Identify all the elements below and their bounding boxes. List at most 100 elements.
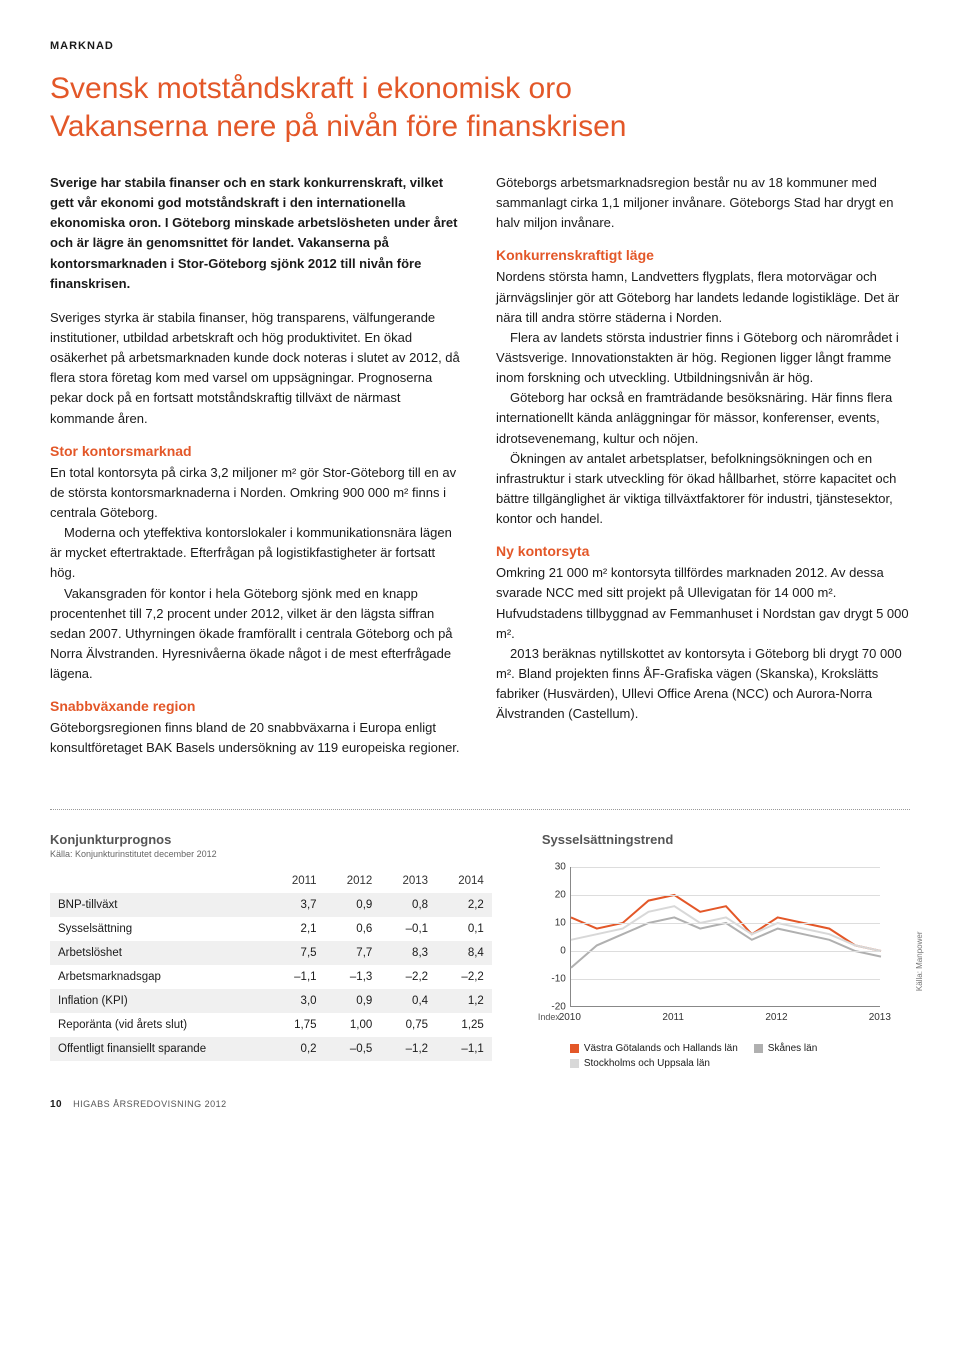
table-row: BNP-tillväxt3,70,90,82,2 bbox=[50, 893, 492, 917]
title-line-1: Svensk motståndskraft i ekonomisk oro bbox=[50, 72, 572, 105]
chart-index-label: Index bbox=[538, 1012, 560, 1022]
table-cell: 1,2 bbox=[436, 989, 492, 1013]
subheading-stor-kontorsmarknad: Stor kontorsmarknad bbox=[50, 443, 464, 459]
legend-label: Stockholms och Uppsala län bbox=[584, 1058, 710, 1069]
divider bbox=[50, 809, 910, 810]
table-cell: 0,9 bbox=[325, 893, 381, 917]
body-columns: Sverige har stabila finanser och en star… bbox=[50, 173, 910, 773]
table-cell: 3,0 bbox=[270, 989, 325, 1013]
y-tick-label: 20 bbox=[555, 889, 566, 900]
table-row: Reporänta (vid årets slut)1,751,000,751,… bbox=[50, 1013, 492, 1037]
y-tick-label: 10 bbox=[555, 917, 566, 928]
chart-plot-area bbox=[570, 867, 880, 1007]
table-row: Offentligt finansiellt sparande0,2–0,5–1… bbox=[50, 1037, 492, 1061]
table-cell: –2,2 bbox=[436, 965, 492, 989]
table-cell: –1,1 bbox=[270, 965, 325, 989]
y-tick-label: -20 bbox=[551, 1001, 565, 1012]
konjunkturprognos-table: 2011201220132014 BNP-tillväxt3,70,90,82,… bbox=[50, 869, 492, 1061]
legend-item: Stockholms och Uppsala län bbox=[570, 1058, 710, 1069]
table-header-cell: 2013 bbox=[380, 869, 436, 893]
table-cell: 0,75 bbox=[380, 1013, 436, 1037]
legend-swatch bbox=[570, 1044, 579, 1053]
chart-series-line bbox=[571, 906, 881, 951]
table-cell: 2,2 bbox=[436, 893, 492, 917]
table-header-cell bbox=[50, 869, 270, 893]
table-row: Arbetsmarknadsgap–1,1–1,3–2,2–2,2 bbox=[50, 965, 492, 989]
legend-label: Skånes län bbox=[768, 1043, 817, 1054]
table-heading: Konjunkturprognos bbox=[50, 832, 492, 847]
table-cell: –1,3 bbox=[325, 965, 381, 989]
table-cell: 8,3 bbox=[380, 941, 436, 965]
table-header-cell: 2012 bbox=[325, 869, 381, 893]
body-paragraph: 2013 beräknas nytillskottet av kontorsyt… bbox=[496, 644, 910, 725]
table-row: Inflation (KPI)3,00,90,41,2 bbox=[50, 989, 492, 1013]
table-cell: –1,2 bbox=[380, 1037, 436, 1061]
body-paragraph: Göteborg har också en framträdande besök… bbox=[496, 388, 910, 448]
body-paragraph: Omkring 21 000 m² kontorsyta tillfördes … bbox=[496, 563, 910, 644]
body-paragraph: Flera av landets största industrier finn… bbox=[496, 328, 910, 388]
legend-item: Skånes län bbox=[754, 1043, 817, 1054]
body-paragraph: En total kontorsyta på cirka 3,2 miljone… bbox=[50, 463, 464, 523]
table-cell: –0,1 bbox=[380, 917, 436, 941]
title-line-2: Vakanserna nere på nivån före finanskris… bbox=[50, 110, 626, 143]
x-tick-label: 2012 bbox=[765, 1012, 787, 1023]
left-column: Sverige har stabila finanser och en star… bbox=[50, 173, 464, 773]
chart-lines bbox=[571, 867, 881, 1007]
table-cell: 2,1 bbox=[270, 917, 325, 941]
table-cell: Inflation (KPI) bbox=[50, 989, 270, 1013]
bottom-row: Konjunkturprognos Källa: Konjunkturinsti… bbox=[50, 832, 910, 1069]
table-block: Konjunkturprognos Källa: Konjunkturinsti… bbox=[50, 832, 492, 1069]
lead-paragraph: Sverige har stabila finanser och en star… bbox=[50, 173, 464, 294]
chart-y-axis: 3020100-10-20 bbox=[538, 867, 566, 1007]
table-cell: Sysselsättning bbox=[50, 917, 270, 941]
body-paragraph: Göteborgsregionen finns bland de 20 snab… bbox=[50, 718, 464, 758]
x-tick-label: 2011 bbox=[662, 1012, 684, 1023]
table-cell: 7,7 bbox=[325, 941, 381, 965]
chart-legend: Västra Götalands och Hallands län Skånes … bbox=[542, 1043, 910, 1069]
chart-heading: Sysselsättningstrend bbox=[542, 832, 910, 847]
table-cell: 1,25 bbox=[436, 1013, 492, 1037]
y-tick-label: 0 bbox=[560, 945, 566, 956]
page-number: 10 bbox=[50, 1099, 62, 1110]
x-tick-label: 2010 bbox=[559, 1012, 581, 1023]
table-cell: 0,6 bbox=[325, 917, 381, 941]
chart-block: Sysselsättningstrend 3020100-10-20 20102… bbox=[542, 832, 910, 1069]
legend-label: Västra Götalands och Hallands län bbox=[584, 1043, 738, 1054]
table-cell: BNP-tillväxt bbox=[50, 893, 270, 917]
body-paragraph: Sveriges styrka är stabila finanser, hög… bbox=[50, 308, 464, 429]
body-paragraph: Moderna och yteffektiva kontorslokaler i… bbox=[50, 523, 464, 583]
x-tick-label: 2013 bbox=[869, 1012, 891, 1023]
table-row: Sysselsättning2,10,6–0,10,1 bbox=[50, 917, 492, 941]
page-footer: 10 HIGABS ÅRSREDOVISNING 2012 bbox=[50, 1099, 910, 1110]
table-source: Källa: Konjunkturinstitutet december 201… bbox=[50, 849, 492, 859]
footer-text: HIGABS ÅRSREDOVISNING 2012 bbox=[73, 1099, 227, 1109]
page-title: Svensk motståndskraft i ekonomisk oro Va… bbox=[50, 70, 910, 145]
chart-source: Källa: Manpower bbox=[915, 931, 924, 991]
y-tick-label: 30 bbox=[555, 861, 566, 872]
legend-swatch bbox=[754, 1044, 763, 1053]
legend-item: Västra Götalands och Hallands län bbox=[570, 1043, 738, 1054]
body-paragraph: Nordens största hamn, Landvetters flygpl… bbox=[496, 267, 910, 327]
y-tick-label: -10 bbox=[551, 973, 565, 984]
table-cell: 0,2 bbox=[270, 1037, 325, 1061]
subheading-ny-kontorsyta: Ny kontorsyta bbox=[496, 543, 910, 559]
table-cell: Offentligt finansiellt sparande bbox=[50, 1037, 270, 1061]
table-cell: 0,8 bbox=[380, 893, 436, 917]
body-paragraph: Göteborgs arbetsmarknadsregion består nu… bbox=[496, 173, 910, 233]
table-row: Arbetslöshet7,57,78,38,4 bbox=[50, 941, 492, 965]
subheading-konkurrenskraftigt-lage: Konkurrenskraftigt läge bbox=[496, 247, 910, 263]
subheading-snabbvaxande-region: Snabbväxande region bbox=[50, 698, 464, 714]
sysselsattningstrend-chart: 3020100-10-20 2010201120122013 Index Käl… bbox=[542, 867, 902, 1037]
table-cell: 1,75 bbox=[270, 1013, 325, 1037]
table-cell: 8,4 bbox=[436, 941, 492, 965]
table-cell: 0,4 bbox=[380, 989, 436, 1013]
table-cell: Reporänta (vid årets slut) bbox=[50, 1013, 270, 1037]
table-header-cell: 2011 bbox=[270, 869, 325, 893]
table-cell: –1,1 bbox=[436, 1037, 492, 1061]
table-cell: 3,7 bbox=[270, 893, 325, 917]
table-cell: 0,1 bbox=[436, 917, 492, 941]
table-header-cell: 2014 bbox=[436, 869, 492, 893]
table-cell: 7,5 bbox=[270, 941, 325, 965]
body-paragraph: Ökningen av antalet arbetsplatser, befol… bbox=[496, 449, 910, 530]
table-cell: 0,9 bbox=[325, 989, 381, 1013]
